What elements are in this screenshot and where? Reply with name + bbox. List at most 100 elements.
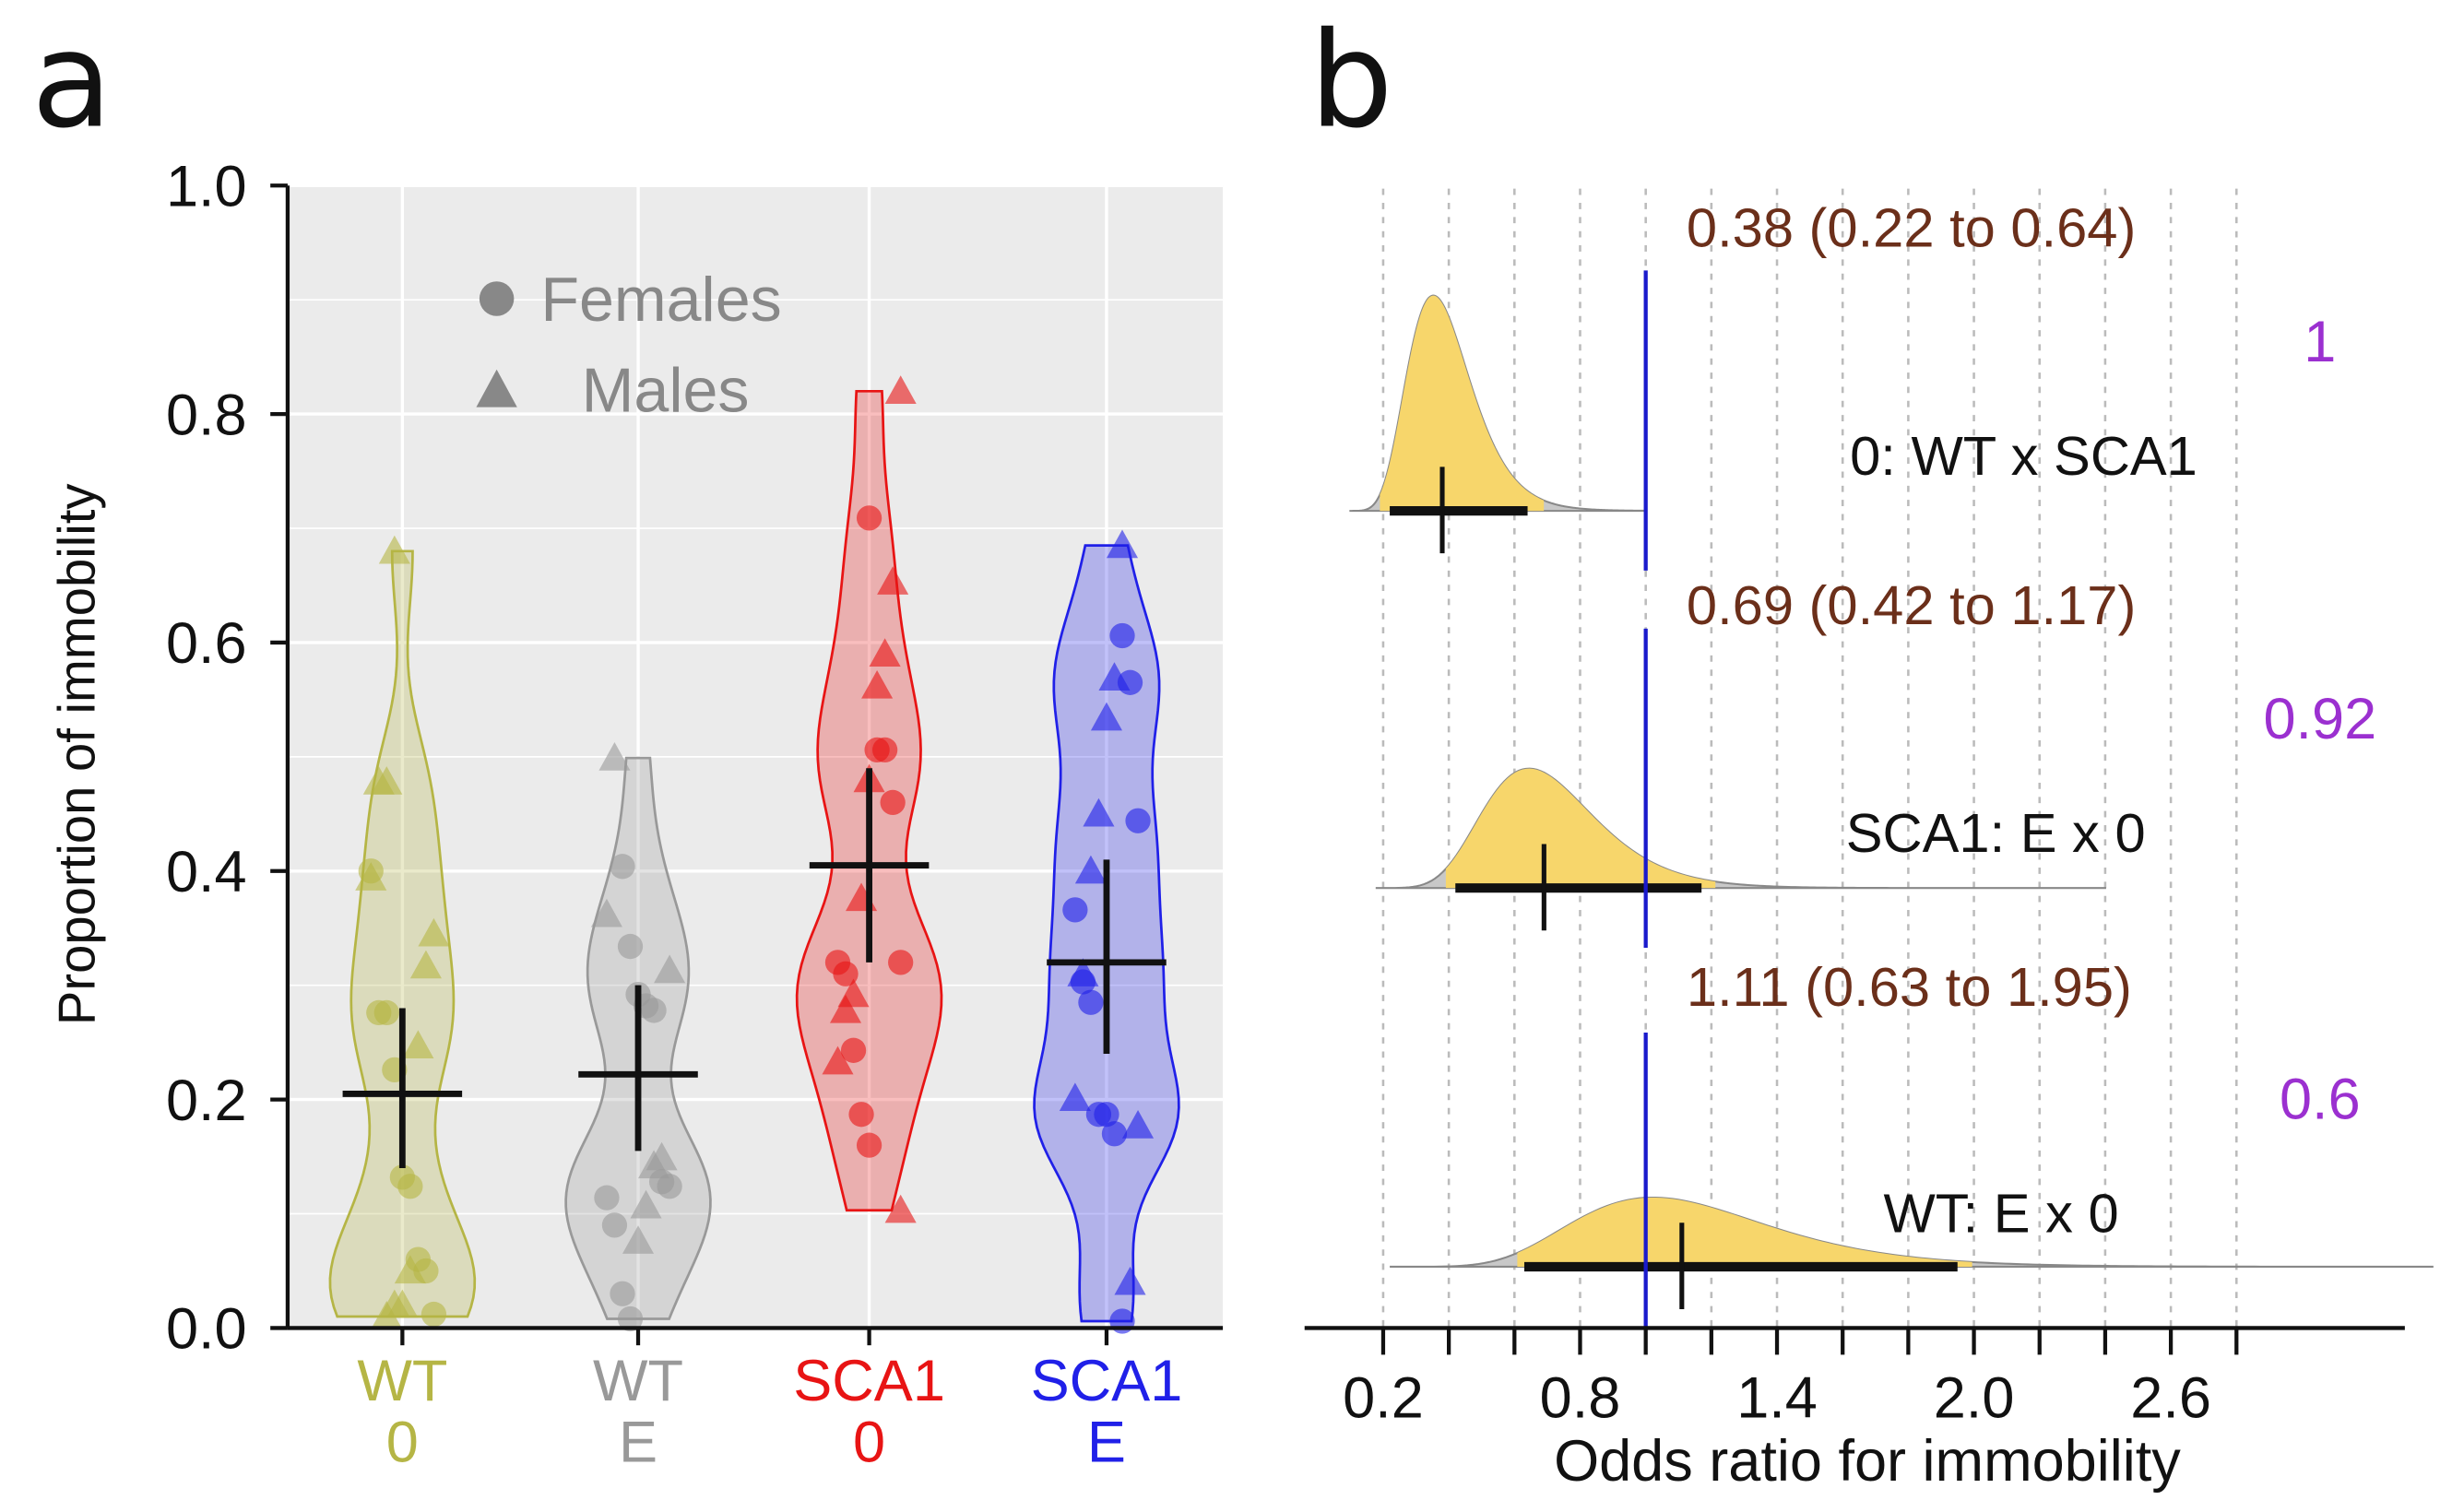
comparison-label: WT: E x 0 <box>1883 1182 2118 1244</box>
male-point <box>630 1189 662 1219</box>
female-point <box>888 950 914 975</box>
male-point <box>869 638 901 667</box>
x-label-treatment: 0 <box>853 1410 885 1474</box>
male-point <box>1090 702 1123 731</box>
panel-a-label: a <box>31 4 113 158</box>
x-label-genotype: SCA1 <box>793 1349 945 1413</box>
male-point <box>1106 529 1139 559</box>
y-tick-label: 0.2 <box>166 1069 247 1133</box>
female-point <box>601 1212 628 1238</box>
legend-triangle-icon <box>476 369 517 408</box>
male-point <box>877 566 909 595</box>
x-tick-label: 0.2 <box>1343 1366 1424 1431</box>
y-tick-label: 0.0 <box>166 1297 247 1362</box>
violin-plot-panel: Females Males 0.00.20.40.60.81.0 WT0WTES… <box>47 154 1224 1474</box>
female-point <box>594 1185 620 1211</box>
female-point <box>856 505 882 531</box>
male-point <box>1067 958 1099 986</box>
male-point <box>394 1255 426 1284</box>
x-label-treatment: 0 <box>386 1410 419 1474</box>
density-credible-region <box>1380 295 1545 512</box>
y-tick-label: 0.4 <box>166 840 247 904</box>
female-point <box>657 1174 682 1199</box>
male-point <box>409 950 442 979</box>
female-point <box>1101 1121 1128 1147</box>
probability-text: 0.92 <box>2263 687 2376 751</box>
legend-label-males: Males <box>582 356 750 426</box>
female-point <box>1109 622 1135 649</box>
male-point <box>861 669 894 699</box>
female-point <box>833 961 859 986</box>
female-point <box>840 1037 867 1063</box>
density-credible-region <box>1517 1197 1972 1267</box>
x-tick-label: 2.6 <box>2130 1366 2211 1431</box>
female-point <box>617 1305 644 1332</box>
female-point <box>856 1132 882 1158</box>
female-point <box>848 1102 874 1128</box>
y-tick-label: 1.0 <box>166 154 247 219</box>
gridlines <box>1381 188 2238 1329</box>
density-credible-region <box>1445 768 1716 889</box>
probability-text: 0.6 <box>2280 1068 2361 1132</box>
y-axis-title: Proportion of immobility <box>47 484 105 1026</box>
x-tick-label: 1.4 <box>1736 1366 1818 1431</box>
x-label-genotype: WT <box>593 1349 683 1413</box>
x-label-genotype: WT <box>357 1349 447 1413</box>
male-point <box>590 898 622 927</box>
male-point <box>1059 1082 1091 1111</box>
female-point <box>610 854 635 880</box>
male-point <box>1122 1110 1155 1139</box>
x-tick-label: 0.8 <box>1540 1366 1621 1431</box>
male-point <box>822 1045 854 1075</box>
probability-text: 1 <box>2304 310 2336 374</box>
male-point <box>1098 662 1131 691</box>
female-point <box>397 1174 423 1199</box>
male-point <box>598 742 631 771</box>
female-point <box>610 1281 635 1306</box>
male-point <box>884 375 917 404</box>
comparison-label: SCA1: E x 0 <box>1846 802 2146 864</box>
female-point <box>641 998 667 1023</box>
male-point <box>418 917 450 947</box>
violins <box>328 375 1180 1334</box>
female-point <box>1094 1102 1119 1128</box>
female-point <box>617 933 644 960</box>
female-point <box>373 999 399 1026</box>
x-label-genotype: SCA1 <box>1031 1349 1183 1413</box>
female-point <box>871 737 898 763</box>
x-label-treatment: E <box>619 1410 657 1474</box>
estimate-text: 0.69 (0.42 to 1.17) <box>1687 574 2136 636</box>
x-axis-title: Odds ratio for immobility <box>1554 1429 2181 1494</box>
male-point <box>654 954 686 984</box>
male-point <box>622 1225 655 1254</box>
density-rows: 0.38 (0.22 to 0.64) 1 0: WT x SCA1 0.69 (0.… <box>1349 197 2434 1329</box>
estimate-text: 1.11 (0.63 to 1.95) <box>1687 956 2132 1018</box>
male-point <box>371 1300 403 1329</box>
panel-b-label: b <box>1309 4 1393 158</box>
comparison-label: 0: WT x SCA1 <box>1850 425 2197 487</box>
female-point <box>421 1301 447 1328</box>
male-point <box>1083 797 1115 827</box>
legend: Females Males <box>476 265 782 426</box>
x-label-treatment: E <box>1087 1410 1126 1474</box>
legend-label-females: Females <box>540 265 781 335</box>
male-point <box>362 766 395 795</box>
female-point <box>880 789 906 816</box>
female-point <box>1125 808 1151 833</box>
legend-circle-icon <box>479 281 515 316</box>
y-tick-label: 0.6 <box>166 611 247 676</box>
male-point <box>884 1194 917 1223</box>
female-point <box>1062 897 1088 923</box>
y-tick-label: 0.8 <box>166 383 247 447</box>
male-point <box>638 1150 670 1179</box>
male-point <box>1114 1266 1146 1295</box>
male-point <box>402 1030 434 1058</box>
x-tick-label: 2.0 <box>1934 1366 2015 1431</box>
male-point <box>1074 855 1107 884</box>
y-axis-ticks: 0.0 0.2 0.4 0.6 0.8 1.0 <box>166 154 288 1362</box>
odds-ratio-panel: 0.38 (0.22 to 0.64) 1 0: WT x SCA1 0.69 (0.… <box>1304 188 2434 1494</box>
female-point <box>1078 989 1104 1015</box>
male-point <box>355 862 387 891</box>
